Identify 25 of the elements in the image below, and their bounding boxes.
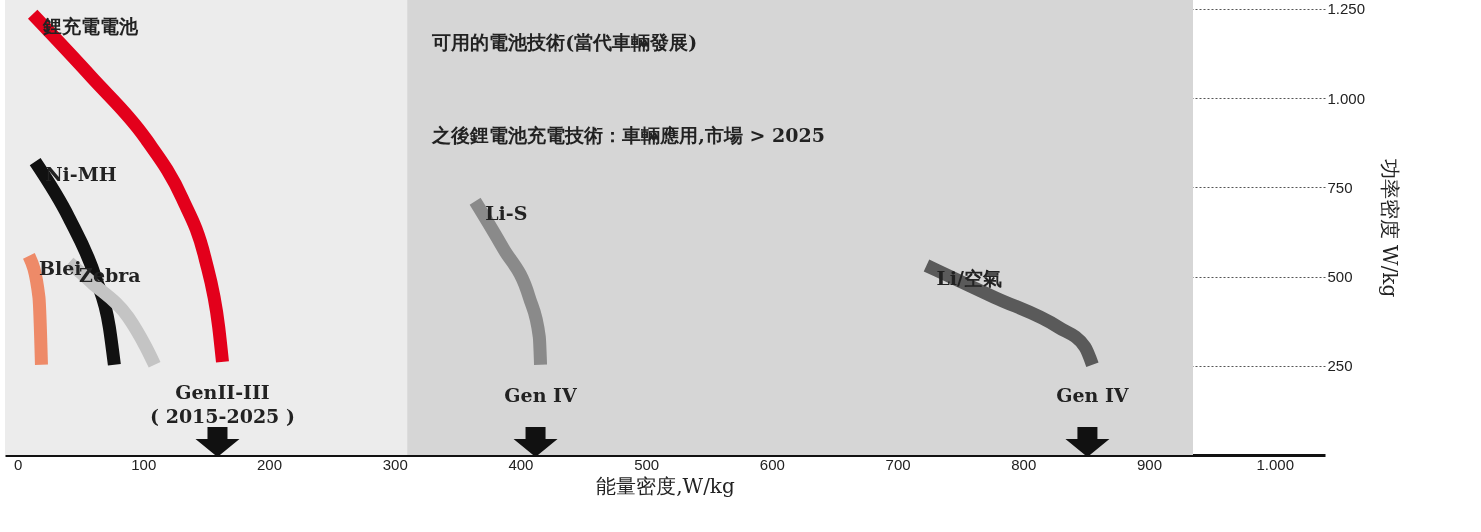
annotation: Gen IV xyxy=(1056,383,1130,406)
y-tick-label: 1.000 xyxy=(1327,89,1366,107)
x-tick-label: 700 xyxy=(885,455,911,473)
y-tick-label: 1.250 xyxy=(1327,0,1366,18)
x-tick-label: 800 xyxy=(1011,455,1037,473)
y-axis-title: 功率密度 W/kg xyxy=(1378,158,1403,298)
annotation: Gen IV xyxy=(504,383,578,406)
x-tick-label: 400 xyxy=(508,455,534,473)
x-tick-label: 600 xyxy=(759,455,785,473)
x-tick-label: 900 xyxy=(1136,455,1163,473)
x-tick-label: 300 xyxy=(382,455,408,473)
series-label: Li-S xyxy=(485,202,528,225)
annotation: GenII-III ( 2015-2025 ) xyxy=(150,380,295,427)
y-tick-label: 250 xyxy=(1327,357,1353,375)
x-tick-label: 200 xyxy=(256,455,283,473)
x-tick-label: 100 xyxy=(131,455,157,473)
band-label: 之後鋰電池充電技術：車輛應用,市場 > 2025 xyxy=(431,123,825,146)
x-tick-label: 0 xyxy=(13,455,23,473)
x-tick-label: 1.000 xyxy=(1256,455,1294,473)
series-label: Blei xyxy=(38,256,82,279)
band-label: 可用的電池技術(當代車輛發展) xyxy=(431,30,698,53)
x-axis-title: 能量密度,W/kg xyxy=(596,473,735,498)
x-tick-label: 500 xyxy=(634,455,660,473)
y-tick-label: 750 xyxy=(1327,178,1353,196)
y-tick-label: 500 xyxy=(1327,268,1353,286)
